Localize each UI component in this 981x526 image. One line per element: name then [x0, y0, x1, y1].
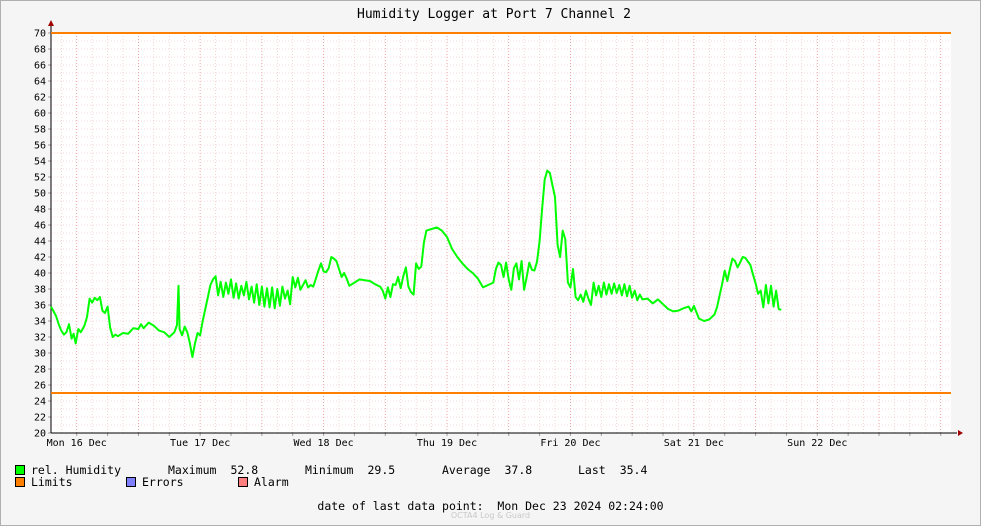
y-tick-label: 36 — [34, 301, 46, 312]
y-tick-label: 66 — [34, 61, 46, 72]
stat-last-value: 35.4 — [619, 463, 648, 477]
y-tick-label: 48 — [34, 205, 46, 216]
x-tick-label: Sat 21 Dec — [664, 438, 724, 449]
stat-average-label: Average — [442, 463, 491, 477]
y-tick-label: 30 — [34, 349, 46, 360]
y-tick-label: 52 — [34, 173, 46, 184]
y-tick-label: 68 — [34, 45, 46, 56]
y-tick-label: 60 — [34, 109, 46, 120]
legend-humidity: rel. Humidity — [15, 463, 168, 477]
y-tick-label: 64 — [34, 77, 46, 88]
x-axis-arrow-icon — [958, 430, 963, 436]
y-tick-label: 56 — [34, 141, 46, 152]
stat-minimum-value: 29.5 — [367, 463, 396, 477]
legend-limits: Limits — [15, 475, 126, 489]
y-tick-label: 46 — [34, 221, 46, 232]
stat-minimum: Minimum 29.5 — [305, 463, 442, 477]
y-tick-label: 20 — [34, 429, 46, 440]
watermark: OCTA4 Log & Guard — [450, 511, 531, 520]
chart-title: Humidity Logger at Port 7 Channel 2 — [357, 7, 631, 22]
y-tick-label: 26 — [34, 381, 46, 392]
legend-errors-label: Errors — [142, 475, 184, 489]
stat-last-label: Last — [578, 463, 606, 477]
alarm-swatch-icon — [238, 477, 248, 487]
x-tick-label: Mon 16 Dec — [47, 438, 107, 449]
y-tick-label: 70 — [34, 29, 46, 40]
last-data-point: date of last data point: Mon Dec 23 2024… — [317, 499, 664, 513]
stat-minimum-label: Minimum — [305, 463, 354, 477]
legend-stats-row: rel. Humidity Maximum 52.8 Minimum 29.5 … — [15, 463, 647, 477]
y-tick-label: 54 — [34, 157, 46, 168]
x-tick-label: Thu 19 Dec — [417, 438, 477, 449]
y-tick-label: 22 — [34, 413, 46, 424]
legend-row-2: Limits Errors Alarm — [15, 475, 289, 489]
x-tick-label: Fri 20 Dec — [540, 438, 600, 449]
y-tick-label: 50 — [34, 189, 46, 200]
legend-limits-label: Limits — [31, 475, 73, 489]
stat-maximum: Maximum 52.8 — [168, 463, 305, 477]
y-tick-label: 34 — [34, 317, 46, 328]
errors-swatch-icon — [126, 477, 136, 487]
legend-humidity-label: rel. Humidity — [31, 463, 122, 477]
x-tick-label: Tue 17 Dec — [170, 438, 230, 449]
x-tick-label: Sun 22 Dec — [787, 438, 847, 449]
stat-average-value: 37.8 — [504, 463, 533, 477]
limits-swatch-icon — [15, 477, 25, 487]
y-tick-label: 62 — [34, 93, 46, 104]
y-tick-label: 28 — [34, 365, 46, 376]
legend-alarm: Alarm — [238, 475, 289, 489]
y-tick-label: 38 — [34, 285, 46, 296]
y-tick-label: 44 — [34, 237, 46, 248]
stat-last: Last 35.4 — [578, 463, 647, 477]
humidity-swatch-icon — [15, 465, 25, 475]
legend-errors: Errors — [126, 475, 238, 489]
stat-maximum-label: Maximum — [168, 463, 217, 477]
y-axis-arrow-icon — [48, 20, 54, 26]
y-tick-label: 58 — [34, 125, 46, 136]
humidity-series-line — [50, 169, 782, 358]
y-tick-label: 32 — [34, 333, 46, 344]
x-tick-label: Wed 18 Dec — [293, 438, 353, 449]
y-tick-label: 42 — [34, 253, 46, 264]
y-tick-label: 40 — [34, 269, 46, 280]
stat-maximum-value: 52.8 — [230, 463, 259, 477]
y-tick-label: 24 — [34, 397, 46, 408]
legend-alarm-label: Alarm — [254, 475, 289, 489]
stat-average: Average 37.8 — [442, 463, 578, 477]
